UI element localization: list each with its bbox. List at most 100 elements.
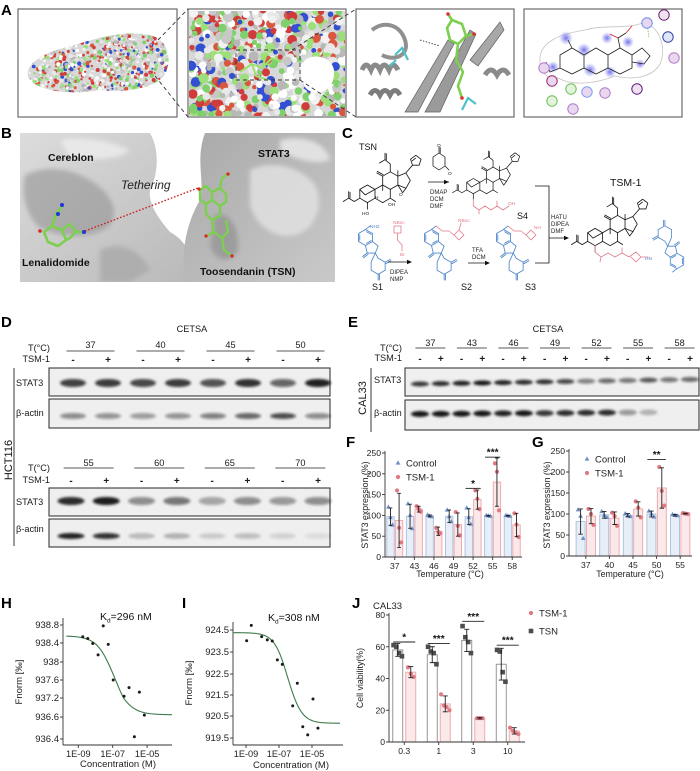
bar-control [599,514,610,557]
y-tick-label: 921.5 [205,690,229,701]
surface-atom [70,89,75,93]
surface-atom [121,35,124,38]
surface-atom [114,62,118,67]
surface-atom [189,103,200,114]
surface-atom [66,50,70,53]
y-axis-title: Fnorm [‰] [184,661,195,706]
surface-atom [82,88,87,92]
surface-atom [78,71,82,75]
error-bar [442,695,448,713]
data-point [399,540,404,545]
protein-band [57,533,85,539]
x-tick-label: 55 [675,560,685,570]
surface-atom [79,64,82,68]
surface-atom [240,107,246,112]
x-tick-label: 58 [507,561,517,571]
data-point [101,624,105,628]
reagent: HATU [551,215,567,221]
surface-atom [151,78,156,83]
surface-atom [132,65,137,70]
reagent: DIPEA [390,270,408,276]
band-label-beta-actin: β-actin [16,408,44,418]
surface-atom [163,51,167,55]
residue-bubble [658,9,670,21]
y-tick-label: 60 [375,642,385,652]
surface-atom [253,16,263,26]
treatment-minus: - [668,354,671,365]
surface-atom [109,79,112,82]
error-bar [625,513,631,518]
surface-atom [129,33,134,35]
y-tick-label: 20 [375,705,385,715]
surface-atom [247,30,258,40]
surface-atom [142,40,147,45]
surface-atom [81,83,86,88]
atom-oh: OH [388,202,396,208]
surface-atom [291,104,300,112]
surface-atom [227,42,234,49]
x-tick-label: 10 [503,746,513,756]
surface-atom [126,52,130,56]
surface-atom [142,81,146,85]
surface-atom [230,95,238,103]
data-point [584,456,590,461]
surface-atom [74,76,79,81]
protein-band [556,379,575,385]
surface-atom [231,78,239,85]
surface-atom [336,31,345,42]
chart-title: CAL33 [373,601,402,612]
surface-atom [95,81,99,85]
surface-atom [138,53,141,56]
surface-atom [90,67,95,71]
reagent: DIPEA [551,222,569,228]
surface-atom [311,47,317,54]
surface-atom [155,47,160,52]
treatment-row-label: TSM-1 [22,475,50,485]
surface-atom [37,73,40,76]
bar-tsm-1 [405,671,417,743]
data-point [106,642,110,646]
y-tick-label: 937.2 [35,693,59,704]
reagent: DCM [472,255,486,261]
surface-atom [128,39,132,44]
treatment-minus: - [543,354,546,365]
surface-atom [107,42,112,46]
y-tick-label: 924.5 [205,625,229,636]
surface-atom [88,73,93,77]
surface-atom [298,26,303,31]
protein-band [270,413,296,419]
y-tick-label: 0 [560,551,565,561]
significance-label: *** [502,636,514,647]
surface-atom [121,75,125,79]
surface-atom [102,68,107,74]
surface-atom [221,33,232,44]
y-tick-label: 100 [551,509,566,519]
surface-atom [142,85,145,88]
atom-o: O [437,143,441,149]
surface-atom [127,73,130,76]
surface-atom [159,52,164,57]
surface-atom [71,48,74,51]
surface-atom [153,67,158,71]
data-point [395,474,401,480]
surface-atom [292,46,302,56]
surface-atom [107,67,111,72]
surface-atom [327,11,334,17]
surface-atom [125,81,129,86]
surface-atom [127,70,131,73]
surface-atom [189,89,198,99]
atom-o: O [448,171,452,177]
data-point [414,504,419,509]
surface-atom [118,76,123,81]
protein-band [535,379,554,385]
protein-band [235,379,261,387]
bar-control [622,514,633,557]
surface-atom [149,47,152,50]
x-tick-label: 45 [628,560,638,570]
surface-atom [157,57,162,62]
surface-atom [95,39,99,43]
surface-atom [112,51,117,56]
surface-atom [39,71,42,74]
protein-band [431,381,450,387]
surface-atom [47,65,52,69]
